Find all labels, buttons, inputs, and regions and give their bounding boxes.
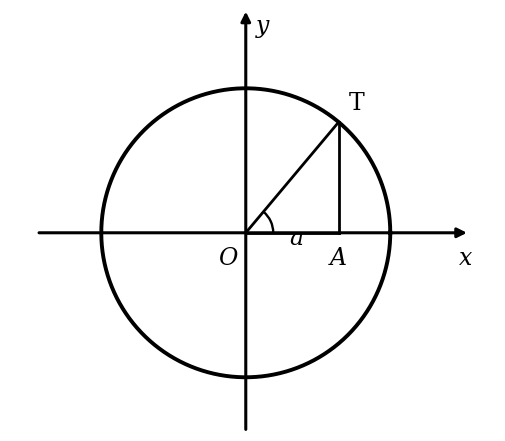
Text: a: a xyxy=(288,227,302,250)
Text: A: A xyxy=(329,247,346,270)
Text: y: y xyxy=(256,15,269,37)
Text: x: x xyxy=(458,247,471,270)
Text: O: O xyxy=(217,247,237,270)
Text: T: T xyxy=(348,92,364,115)
